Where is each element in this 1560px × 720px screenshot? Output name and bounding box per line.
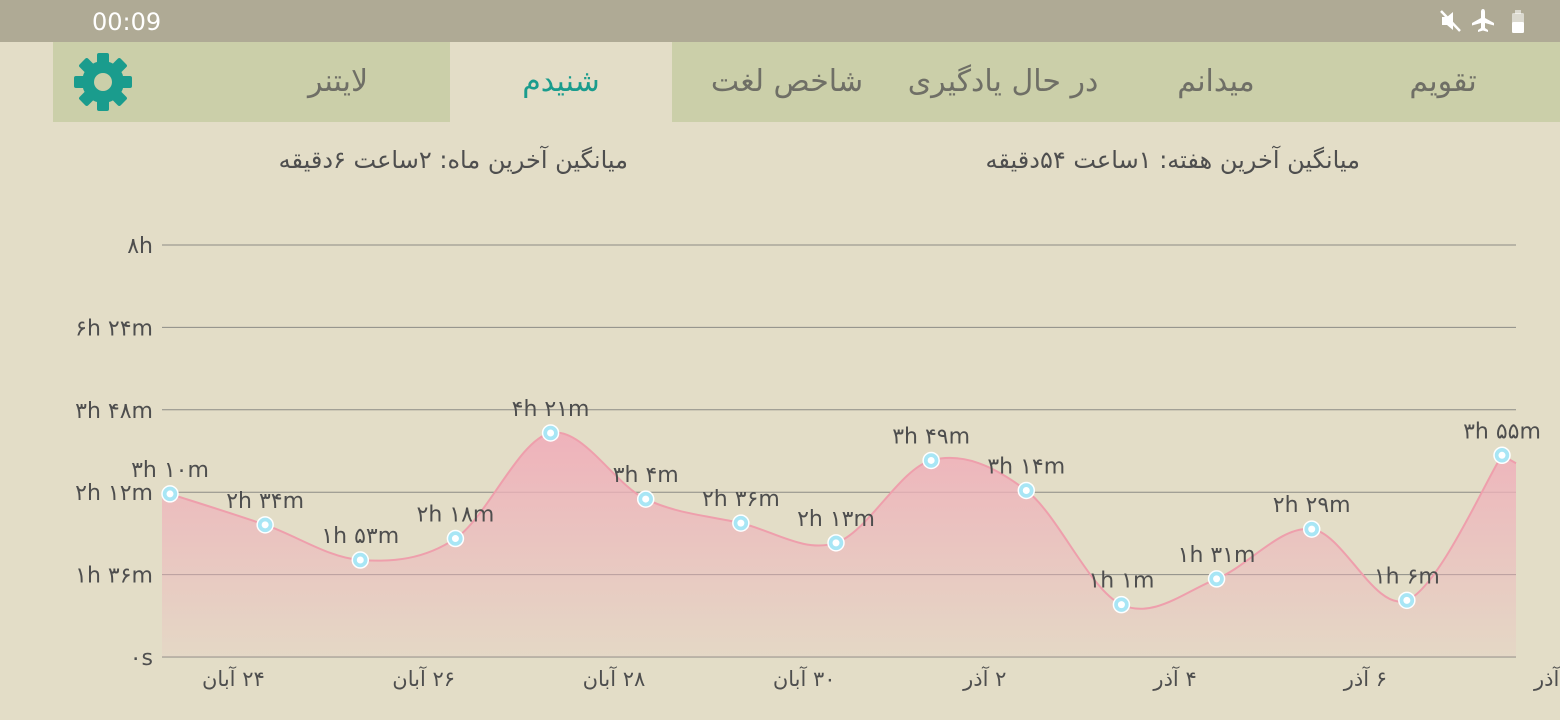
tab-leitner[interactable]: لایتنر [307, 64, 369, 99]
point-labels: ۳h ۱۰m ۲h ۳۴m ۱h ۵۳m ۲h ۱۸m ۴h ۲۱m ۳h ۴m ۲h ۳۶… [131, 397, 1541, 594]
data-label: ۲h ۳۴m [226, 489, 304, 514]
tab-known[interactable]: میدانم [1177, 64, 1255, 99]
x-tick-label: ۳۰ آبان [773, 666, 836, 691]
data-point-center [1022, 486, 1030, 494]
data-label: ۱h ۵۳m [321, 524, 399, 549]
data-label: ۲h ۲۹m [1273, 493, 1351, 518]
tab-learning[interactable]: در حال یادگیری [907, 64, 1099, 99]
x-tick-label: ۴ آذر [1152, 666, 1196, 691]
x-tick-label: ۲۶ آبان [392, 666, 455, 691]
data-point-center [737, 519, 745, 527]
tab-calendar[interactable]: تقویم [1409, 64, 1477, 99]
data-point-center [1117, 601, 1125, 609]
y-tick-label: ۳h ۴۸m [75, 399, 153, 424]
data-point-center [642, 495, 650, 503]
data-point-center [261, 521, 269, 529]
average-week: میانگین آخرین هفته: ۱ساعت ۵۴دقیقه [985, 146, 1360, 174]
status-time: 00:09 [92, 8, 162, 36]
data-label: ۲h ۱۳m [797, 507, 875, 532]
data-label: ۳h ۵۵m [1463, 419, 1541, 444]
average-month: میانگین آخرین ماه: ۲ساعت ۶دقیقه [278, 146, 628, 174]
x-axis: ۲۴ آبان ۲۶ آبان ۲۸ آبان ۳۰ آبان ۲ آذر ۴ آذر ۶ … [202, 666, 1560, 691]
battery-icon [1512, 10, 1524, 33]
x-tick-label: ۲ آذر [962, 666, 1006, 691]
data-label: ۳h ۱۰m [131, 458, 209, 483]
data-point-center [927, 456, 935, 464]
data-label: ۴h ۲۱m [512, 397, 590, 422]
x-tick-label: ۲۴ آبان [202, 666, 265, 691]
y-tick-label: ۲h ۱۲m [75, 481, 153, 506]
y-axis: ۰s ۱h ۳۶m ۲h ۱۲m ۳h ۴۸m ۶h ۲۴m ۸h [75, 234, 153, 671]
data-point-center [356, 556, 364, 564]
y-tick-label: ۰s [130, 646, 153, 671]
data-point-center [547, 429, 555, 437]
data-label: ۳h ۴m [613, 463, 679, 488]
y-tick-label: ۱h ۳۶m [75, 564, 153, 589]
data-point-center [1308, 525, 1316, 533]
data-label: ۲h ۳۶m [702, 487, 780, 512]
x-tick-label: ۲۸ آبان [583, 666, 646, 691]
tab-heard[interactable]: شنیدم [450, 42, 672, 122]
status-bar: 00:09 [0, 0, 1560, 42]
x-tick-label: ۶ آذر [1343, 666, 1387, 691]
x-tick-label: ۸ آذر [1533, 666, 1560, 691]
tab-bar: تقویم میدانم در حال یادگیری شاخص لغت شنی… [53, 42, 1560, 122]
data-label: ۳h ۱۴m [987, 454, 1065, 479]
data-label: ۱h ۱m [1088, 569, 1154, 594]
data-point-center [1498, 451, 1506, 459]
data-points [161, 424, 1511, 614]
gear-icon[interactable] [73, 52, 133, 112]
data-point-center [1213, 575, 1221, 583]
data-label: ۱h ۳۱m [1178, 543, 1256, 568]
tab-word-index[interactable]: شاخص لغت [710, 64, 864, 99]
data-label: ۱h ۶m [1374, 564, 1440, 589]
data-label: ۳h ۴۹m [892, 424, 970, 449]
data-label: ۲h ۱۸m [417, 503, 495, 528]
airplane-icon [1472, 9, 1494, 32]
y-tick-label: ۸h [127, 234, 153, 259]
status-icons [1440, 8, 1530, 34]
data-point-center [166, 490, 174, 498]
data-point-center [832, 539, 840, 547]
mute-icon [1440, 10, 1461, 32]
data-point-center [451, 535, 459, 543]
y-tick-label: ۶h ۲۴m [75, 316, 153, 341]
data-point-center [1403, 596, 1411, 604]
